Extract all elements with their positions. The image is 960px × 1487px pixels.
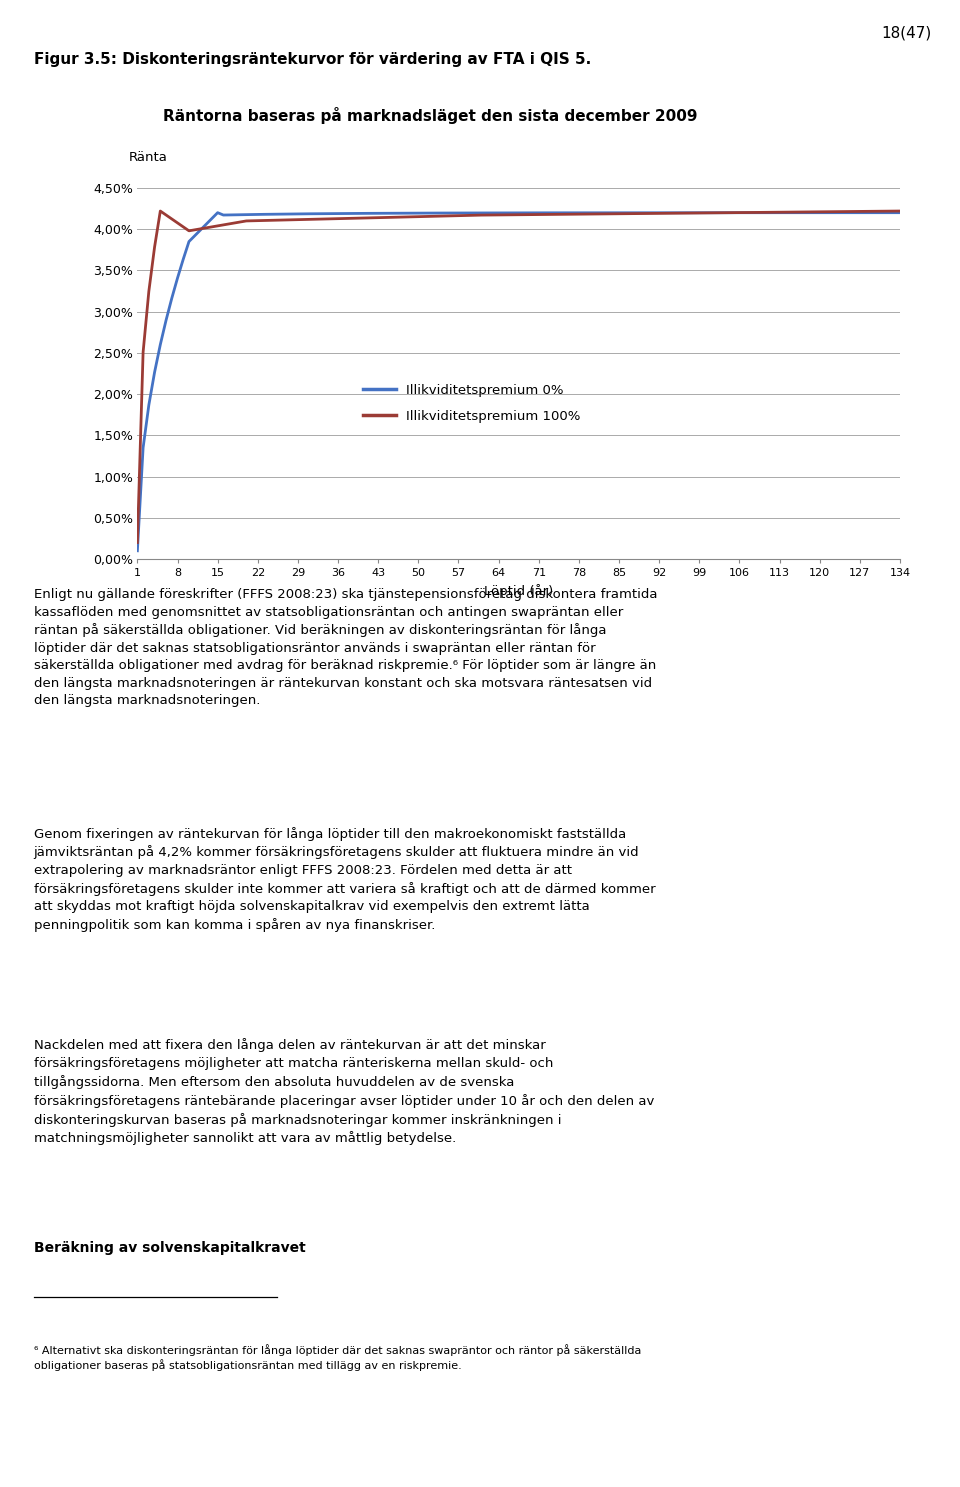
Text: Ränta: Ränta (129, 152, 167, 165)
Text: Räntorna baseras på marknadsläget den sista december 2009: Räntorna baseras på marknadsläget den si… (163, 107, 698, 123)
Text: 18(47): 18(47) (881, 25, 931, 40)
Text: Enligt nu gällande föreskrifter (FFFS 2008:23) ska tjänstepensionsföretag diskon: Enligt nu gällande föreskrifter (FFFS 20… (34, 587, 657, 708)
Text: Genom fixeringen av räntekurvan för långa löptider till den makroekonomiskt fast: Genom fixeringen av räntekurvan för lång… (34, 827, 656, 932)
Text: ⁶ Alternativt ska diskonteringsräntan för långa löptider där det saknas swapränt: ⁶ Alternativt ska diskonteringsräntan fö… (34, 1344, 641, 1371)
Text: Nackdelen med att fixera den långa delen av räntekurvan är att det minskar
försä: Nackdelen med att fixera den långa delen… (34, 1038, 654, 1145)
Text: Figur 3.5: Diskonteringsräntekurvor för värdering av FTA i QIS 5.: Figur 3.5: Diskonteringsräntekurvor för … (34, 52, 590, 67)
Text: Beräkning av solvenskapitalkravet: Beräkning av solvenskapitalkravet (34, 1242, 305, 1255)
